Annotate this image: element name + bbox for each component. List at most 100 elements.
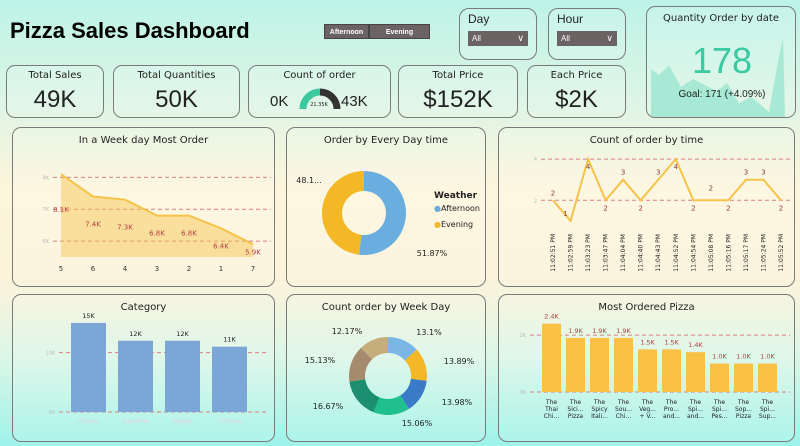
y-tick-label: 10K (45, 351, 55, 357)
x-tick-label: 5 (59, 265, 63, 273)
bar (542, 323, 561, 392)
donut-slice (349, 379, 380, 413)
data-label: 1.9K (592, 327, 607, 335)
slice-label: 16.67% (313, 402, 344, 411)
data-label: 11K (223, 336, 236, 344)
panel-most-ordered-pizza: Most Ordered Pizza 2K 0K 2.4K The Thai Chi...… (498, 294, 795, 442)
legend-title: Weather (434, 191, 478, 201)
y-tick-label: 8K (43, 175, 50, 181)
daytime-donut-chart: 51.87% 48.1... (296, 171, 448, 258)
x-tick-label: Classic (78, 418, 99, 425)
slice-label: 15.13% (305, 356, 336, 365)
y-tick-label: 4 (534, 157, 537, 163)
gauge-fill (299, 88, 321, 110)
panel-weekday-donut: Count order by Week Day 13.1% 13.89% 13.98… (286, 294, 486, 442)
x-tick-label: 4 (123, 265, 128, 273)
x-tick-label: 11:05:52 PM (778, 234, 785, 272)
kpi-value: 49K (33, 86, 77, 113)
area-line (60, 173, 254, 246)
slice-label: 13.1% (416, 328, 442, 337)
legend-dot-icon: ● (434, 204, 441, 213)
data-label: 1.0K (760, 353, 775, 361)
x-tick-label: Spi... (688, 406, 703, 413)
donut-slice (373, 395, 409, 415)
pizza-bar-chart: 2K0K2.4KTheThaiChi...1.9KTheSici...Pizza… (520, 313, 790, 420)
gauge-track (319, 88, 341, 110)
x-tick-label: The (569, 399, 581, 406)
kpi-total-quantities: Total Quantities 50K (113, 65, 240, 118)
data-label: 3 (621, 169, 625, 177)
legend-label: Evening (440, 220, 474, 229)
slice-label: 13.98% (442, 398, 473, 407)
weekday-donut-chart: 13.1% 13.89% 13.98% 15.06% 16.67% 15.13% 12.17… (305, 327, 475, 428)
gauge-min: 0K (270, 93, 289, 110)
donut-slice (349, 347, 373, 382)
x-tick-label: Veggie (172, 418, 193, 425)
chart-title: Count of order by time (589, 135, 704, 146)
y-tick-label: 2K (520, 333, 527, 339)
chart-title: Order by Every Day time (323, 135, 449, 146)
y-tick-label: 6K (43, 239, 50, 245)
data-label: 2 (691, 204, 695, 212)
kpi-total-sales: Total Sales 49K (6, 65, 104, 118)
data-label: 15K (82, 312, 95, 320)
panel-orders-by-time: Count of order by time 4 2 2 11:02:51 PM 1 11… (498, 127, 795, 287)
x-tick-label: Spi... (760, 406, 775, 413)
y-tick-label: 2 (534, 198, 537, 204)
x-tick-label: 11:04:52 PM (673, 234, 680, 272)
data-label: 12K (176, 330, 189, 338)
x-tick-label: The (593, 399, 605, 406)
kpi-value: 50K (155, 86, 198, 113)
x-tick-label: 11:02:59 PM (568, 234, 575, 272)
slice-label: 15.06% (402, 419, 433, 428)
slice-label: 51.87% (417, 249, 448, 258)
bar (734, 363, 753, 392)
slice-label: 13.89% (444, 357, 475, 366)
page-title: Pizza Sales Dashboard (10, 18, 250, 43)
legend-item-evening[interactable]: ●Evening (434, 220, 473, 229)
x-tick-label: Itali... (591, 413, 608, 420)
orders-by-time-line-chart: 4 2 2 11:02:51 PM 1 11:02:59 PM 4 11:03:23 PM 2 1… (534, 156, 791, 272)
x-tick-label: Pes... (712, 413, 728, 420)
donut-slice (400, 378, 427, 409)
x-tick-label: 3 (155, 265, 159, 273)
evening-button[interactable]: Evening (369, 24, 430, 39)
bar (566, 337, 585, 392)
day-dropdown[interactable]: All ∨ (468, 31, 528, 46)
x-tick-label: Sici... (567, 406, 583, 413)
data-label: 12K (129, 330, 142, 338)
weekday-area-chart: 8K 7K 6K 8.1K 5 7.4K 6 7.3K 4 6.8K 3 6.8K 2 6.4K 1 5.9K… (43, 173, 271, 273)
donut-slice (361, 337, 388, 360)
x-tick-label: 11:04:43 PM (655, 234, 662, 272)
hour-dropdown-value: All (561, 34, 570, 43)
bar (662, 349, 681, 392)
x-tick-label: 11:04:54 PM (690, 234, 697, 272)
data-label: 6.8K (181, 230, 197, 238)
quantity-value: 178 (691, 40, 753, 81)
bar (686, 352, 705, 392)
data-label: 4 (674, 163, 679, 171)
data-label: 7.3K (117, 224, 133, 232)
legend-item-afternoon[interactable]: ●Afternoon (434, 204, 480, 213)
x-tick-label: Sou... (615, 406, 632, 413)
slice-label: 12.17% (332, 327, 363, 336)
x-tick-label: 11:05:24 PM (760, 234, 767, 272)
data-label: 2 (779, 204, 783, 212)
hour-slicer: Hour All ∨ (548, 8, 626, 60)
hour-dropdown[interactable]: All ∨ (557, 31, 617, 46)
afternoon-button[interactable]: Afternoon (324, 24, 369, 39)
data-label: 4 (586, 163, 591, 171)
chart-title: Count order by Week Day (321, 302, 451, 313)
kpi-label: Each Price (550, 70, 603, 81)
x-tick-label: + V... (640, 413, 656, 420)
data-label: 2.4K (544, 313, 559, 321)
x-tick-label: and... (663, 413, 680, 420)
bar (165, 340, 200, 412)
data-label: 7.4K (85, 220, 101, 228)
x-tick-label: The (545, 399, 557, 406)
data-label: 1.9K (568, 327, 583, 335)
data-label: 1 (563, 210, 567, 218)
gauge (299, 88, 341, 110)
data-label: 2 (726, 204, 730, 212)
bar (118, 340, 153, 412)
